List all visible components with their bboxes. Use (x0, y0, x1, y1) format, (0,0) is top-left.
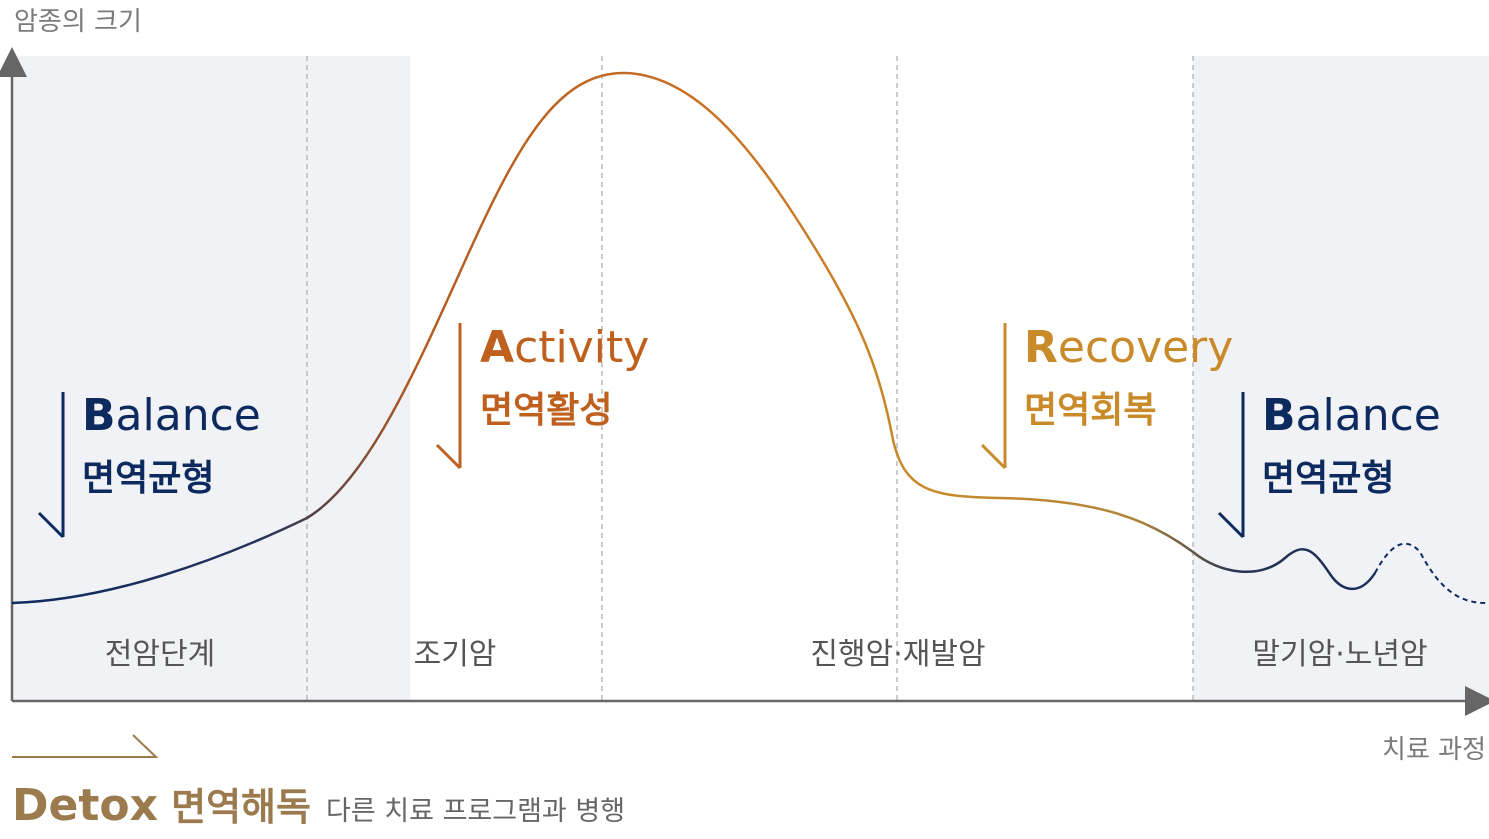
activity-initial: A (480, 322, 514, 373)
balance-left-arrow (37, 392, 65, 539)
shade-precancer-zone (12, 56, 410, 701)
balance-right-korean: 면역균형 (1262, 458, 1394, 499)
stage-label-terminal: 말기암·노년암 (1252, 637, 1427, 672)
balance-left-rest: alance (116, 390, 261, 441)
recovery-rest: ecovery (1058, 322, 1233, 373)
stage-label-advanced: 진행암·재발암 (810, 637, 985, 672)
balance-left-korean: 면역균형 (82, 458, 214, 499)
balance-right-initial: B (1262, 390, 1296, 441)
detox-note: 다른 치료 프로그램과 병행 (326, 796, 625, 827)
balance-left-initial: B (82, 390, 116, 441)
stage-label-early: 조기암 (414, 637, 497, 672)
detox-arrow (12, 734, 159, 758)
balance-right-rest: alance (1296, 390, 1441, 441)
tumor-size-curve (11, 71, 1377, 605)
y-axis-label: 암종의 크기 (14, 7, 142, 37)
activity-arrow (435, 323, 462, 470)
x-axis-label: 치료 과정 (1382, 735, 1486, 765)
balance-right-arrow (1217, 392, 1245, 539)
recovery-initial: R (1024, 322, 1058, 373)
stage-label-precancer: 전암단계 (105, 637, 215, 672)
activity-title: Activity (480, 322, 649, 373)
shade-terminal-zone (1193, 56, 1489, 701)
detox-korean: 면역해독 (171, 785, 311, 829)
activity-korean: 면역활성 (480, 390, 612, 431)
recovery-korean: 면역회복 (1024, 390, 1156, 431)
balance-right-title: Balance (1262, 390, 1441, 441)
balance-left-title: Balance (82, 390, 261, 441)
recovery-title: Recovery (1024, 322, 1233, 373)
tumor-size-curve-projection (1374, 542, 1489, 605)
detox-english: Detox (12, 780, 158, 831)
activity-rest: ctivity (514, 322, 649, 373)
detox-title: Detox 면역해독 다른 치료 프로그램과 병행 (12, 780, 625, 831)
recovery-arrow (980, 323, 1007, 470)
